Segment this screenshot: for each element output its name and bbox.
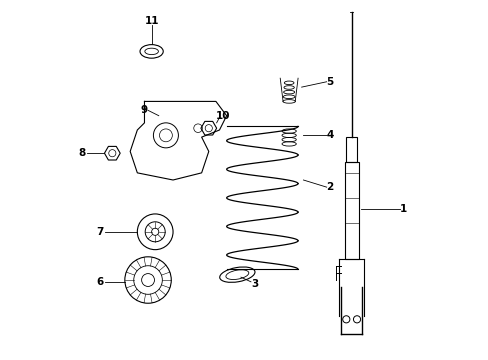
- Text: 4: 4: [326, 130, 333, 140]
- Text: 1: 1: [399, 203, 406, 213]
- Text: 11: 11: [144, 16, 159, 26]
- Text: 3: 3: [251, 279, 258, 289]
- Text: 10: 10: [215, 111, 230, 121]
- Text: 9: 9: [141, 105, 148, 115]
- Text: 6: 6: [96, 277, 103, 287]
- Text: 5: 5: [326, 77, 333, 87]
- Bar: [344, 162, 358, 258]
- Text: 7: 7: [96, 227, 103, 237]
- Text: 8: 8: [78, 148, 85, 158]
- Text: 2: 2: [326, 182, 333, 192]
- Bar: [346, 137, 356, 162]
